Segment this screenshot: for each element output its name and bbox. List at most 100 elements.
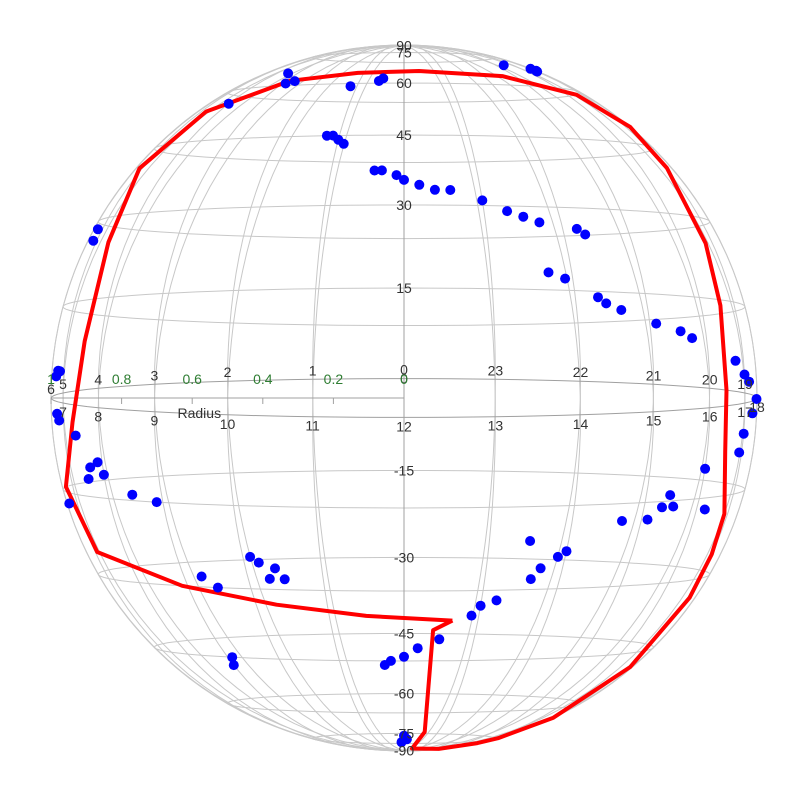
lat-tick-label: 90: [396, 38, 412, 54]
data-point: [518, 211, 529, 222]
lon-tick-label: 16: [702, 409, 718, 425]
axes: [50, 45, 758, 751]
lon-tick-label: 21: [646, 367, 662, 383]
data-point: [730, 355, 741, 366]
data-point: [55, 366, 65, 377]
data-point: [289, 76, 300, 87]
data-point: [616, 305, 627, 315]
lat-tick-label: 45: [396, 127, 412, 143]
radius-tick-label: 0: [400, 371, 408, 387]
lat-tick-label: -15: [394, 463, 414, 479]
data-point: [414, 179, 425, 190]
data-point: [744, 376, 755, 387]
lat-tick-label: 60: [396, 75, 412, 91]
data-point: [675, 326, 686, 337]
data-point: [88, 235, 99, 246]
lat-tick-label: -45: [394, 626, 414, 642]
data-point: [687, 333, 698, 344]
lon-tick-label: 14: [573, 416, 589, 432]
meridian-16: [403, 45, 711, 751]
data-point: [399, 174, 409, 185]
radius-axis-title: Radius: [178, 405, 222, 421]
lat-tick-label: 30: [396, 197, 412, 213]
lon-tick-label: 2: [224, 364, 232, 380]
data-point: [283, 68, 294, 79]
data-point: [396, 737, 407, 748]
radius-tick-label: 0.8: [112, 371, 132, 387]
lon-tick-label: 8: [94, 409, 102, 425]
data-point: [739, 369, 750, 380]
meridian-19: [403, 45, 746, 751]
track-series-line: [63, 69, 729, 751]
lon-tick-label: 5: [59, 376, 67, 392]
lon-tick-label: 9: [151, 413, 159, 429]
data-point: [699, 504, 710, 515]
data-point: [399, 651, 409, 662]
data-point: [747, 408, 758, 419]
data-point: [223, 98, 234, 109]
data-point: [642, 514, 653, 525]
lat-tick-label: 75: [396, 45, 412, 61]
data-point: [52, 408, 63, 419]
data-point: [253, 557, 264, 568]
data-point: [552, 551, 563, 562]
data-point: [668, 501, 679, 512]
data-point: [98, 469, 109, 480]
data-point: [560, 273, 571, 284]
data-point: [617, 516, 627, 526]
data-point: [279, 574, 290, 585]
data-point: [571, 223, 582, 234]
lat-tick-label: -60: [394, 686, 414, 702]
data-point: [373, 76, 384, 86]
radius-tick-label: 1: [47, 371, 55, 387]
lon-tick-label: 6: [47, 381, 55, 397]
data-point: [434, 634, 445, 645]
lon-tick-label: 10: [220, 416, 236, 432]
data-point: [665, 490, 676, 501]
lon-tick-label: 0: [400, 362, 408, 378]
data-point: [212, 582, 223, 593]
data-point: [534, 217, 545, 228]
lon-tick-label: 7: [59, 404, 67, 420]
lon-tick-label: 17: [737, 404, 753, 420]
data-point: [491, 595, 502, 606]
data-point: [369, 165, 380, 176]
data-point: [525, 574, 536, 585]
data-point: [738, 428, 749, 439]
data-point: [657, 502, 667, 513]
data-point: [535, 563, 546, 574]
lon-tick-label: 19: [737, 376, 753, 392]
data-point: [64, 498, 75, 509]
data-point: [593, 292, 603, 303]
lon-tick-label: 3: [151, 367, 159, 383]
data-point: [580, 229, 591, 240]
lon-tick-label: 20: [702, 371, 718, 387]
data-point: [525, 63, 536, 74]
lon-tick-label: 13: [488, 418, 504, 434]
points-layer: [51, 60, 762, 748]
data-point: [345, 81, 356, 92]
lon-tick-label: 1: [309, 362, 317, 378]
data-point: [525, 536, 536, 546]
data-point: [83, 474, 94, 484]
data-point: [502, 206, 513, 217]
data-point: [70, 430, 81, 441]
track-layer: [63, 69, 729, 751]
data-point: [466, 610, 477, 621]
radius-tick-label: 0.6: [182, 371, 202, 387]
data-point: [228, 660, 239, 671]
meridian-20: [403, 45, 711, 751]
data-point: [196, 571, 207, 582]
data-point: [700, 463, 711, 474]
data-point: [227, 652, 238, 663]
data-point: [601, 298, 612, 309]
data-point: [245, 551, 256, 562]
data-point: [477, 195, 488, 206]
data-point: [270, 563, 280, 574]
lon-tick-label: 11: [305, 418, 320, 434]
data-point: [498, 60, 509, 71]
lon-tick-label: 22: [573, 364, 589, 380]
data-point: [92, 224, 103, 235]
data-point: [280, 78, 291, 89]
